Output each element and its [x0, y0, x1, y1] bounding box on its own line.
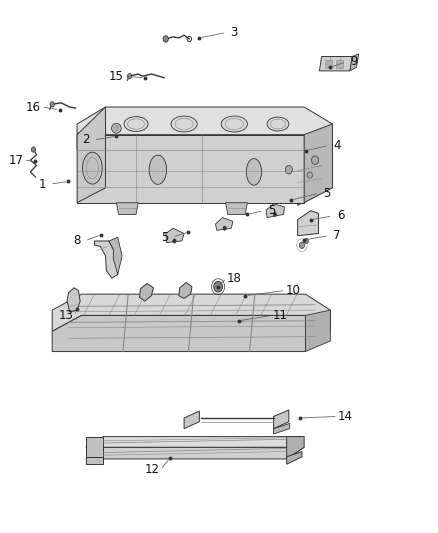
- Circle shape: [214, 281, 223, 292]
- Polygon shape: [215, 217, 233, 230]
- Ellipse shape: [149, 155, 166, 184]
- Circle shape: [307, 172, 312, 178]
- Text: 14: 14: [338, 410, 353, 423]
- Text: 13: 13: [59, 309, 74, 322]
- Polygon shape: [117, 203, 138, 214]
- Text: 2: 2: [82, 133, 90, 147]
- Polygon shape: [109, 237, 122, 274]
- Polygon shape: [86, 447, 304, 459]
- Text: 8: 8: [74, 235, 81, 247]
- Polygon shape: [52, 316, 305, 352]
- Ellipse shape: [267, 117, 289, 131]
- Text: 1: 1: [39, 177, 46, 191]
- Circle shape: [173, 239, 176, 243]
- Text: 11: 11: [272, 309, 288, 322]
- Ellipse shape: [171, 116, 197, 132]
- Ellipse shape: [112, 124, 121, 133]
- Polygon shape: [95, 241, 118, 278]
- Polygon shape: [297, 211, 318, 236]
- Text: 15: 15: [109, 70, 124, 83]
- Text: 9: 9: [350, 55, 358, 68]
- Polygon shape: [304, 124, 332, 203]
- Polygon shape: [297, 131, 321, 205]
- Circle shape: [50, 102, 54, 107]
- Text: 5: 5: [324, 187, 331, 200]
- Polygon shape: [319, 56, 352, 71]
- Polygon shape: [184, 411, 199, 429]
- Polygon shape: [266, 204, 285, 217]
- Polygon shape: [274, 423, 290, 434]
- Circle shape: [127, 74, 132, 79]
- Polygon shape: [86, 457, 103, 464]
- Ellipse shape: [114, 126, 119, 131]
- Polygon shape: [325, 60, 332, 68]
- Ellipse shape: [124, 117, 148, 132]
- Polygon shape: [77, 107, 106, 203]
- Text: 18: 18: [227, 272, 242, 285]
- Polygon shape: [86, 437, 103, 459]
- Text: 5: 5: [161, 231, 168, 244]
- Polygon shape: [274, 410, 289, 429]
- Polygon shape: [166, 228, 184, 243]
- Circle shape: [223, 226, 226, 230]
- Circle shape: [163, 36, 168, 42]
- Polygon shape: [287, 437, 304, 459]
- Polygon shape: [336, 60, 343, 68]
- Polygon shape: [86, 437, 304, 447]
- Polygon shape: [226, 203, 247, 214]
- Polygon shape: [140, 284, 153, 301]
- Circle shape: [273, 212, 277, 216]
- Polygon shape: [77, 107, 332, 150]
- Ellipse shape: [246, 159, 261, 185]
- Text: 4: 4: [333, 139, 341, 152]
- Polygon shape: [305, 310, 330, 352]
- Text: 5: 5: [268, 204, 275, 217]
- Text: 17: 17: [8, 154, 24, 167]
- Text: 10: 10: [286, 284, 300, 297]
- Text: 3: 3: [230, 26, 238, 39]
- Text: 16: 16: [26, 101, 41, 114]
- Polygon shape: [287, 451, 302, 464]
- Text: 12: 12: [145, 463, 160, 476]
- Text: 6: 6: [337, 209, 344, 222]
- Polygon shape: [52, 294, 330, 332]
- Circle shape: [304, 238, 308, 244]
- Circle shape: [311, 156, 318, 165]
- Text: 7: 7: [333, 229, 341, 242]
- Circle shape: [299, 242, 304, 248]
- Polygon shape: [179, 282, 192, 298]
- Circle shape: [286, 165, 292, 174]
- Polygon shape: [350, 54, 359, 71]
- Polygon shape: [77, 135, 304, 203]
- Circle shape: [31, 147, 35, 152]
- Ellipse shape: [82, 152, 102, 184]
- Ellipse shape: [221, 116, 247, 132]
- Polygon shape: [67, 288, 80, 312]
